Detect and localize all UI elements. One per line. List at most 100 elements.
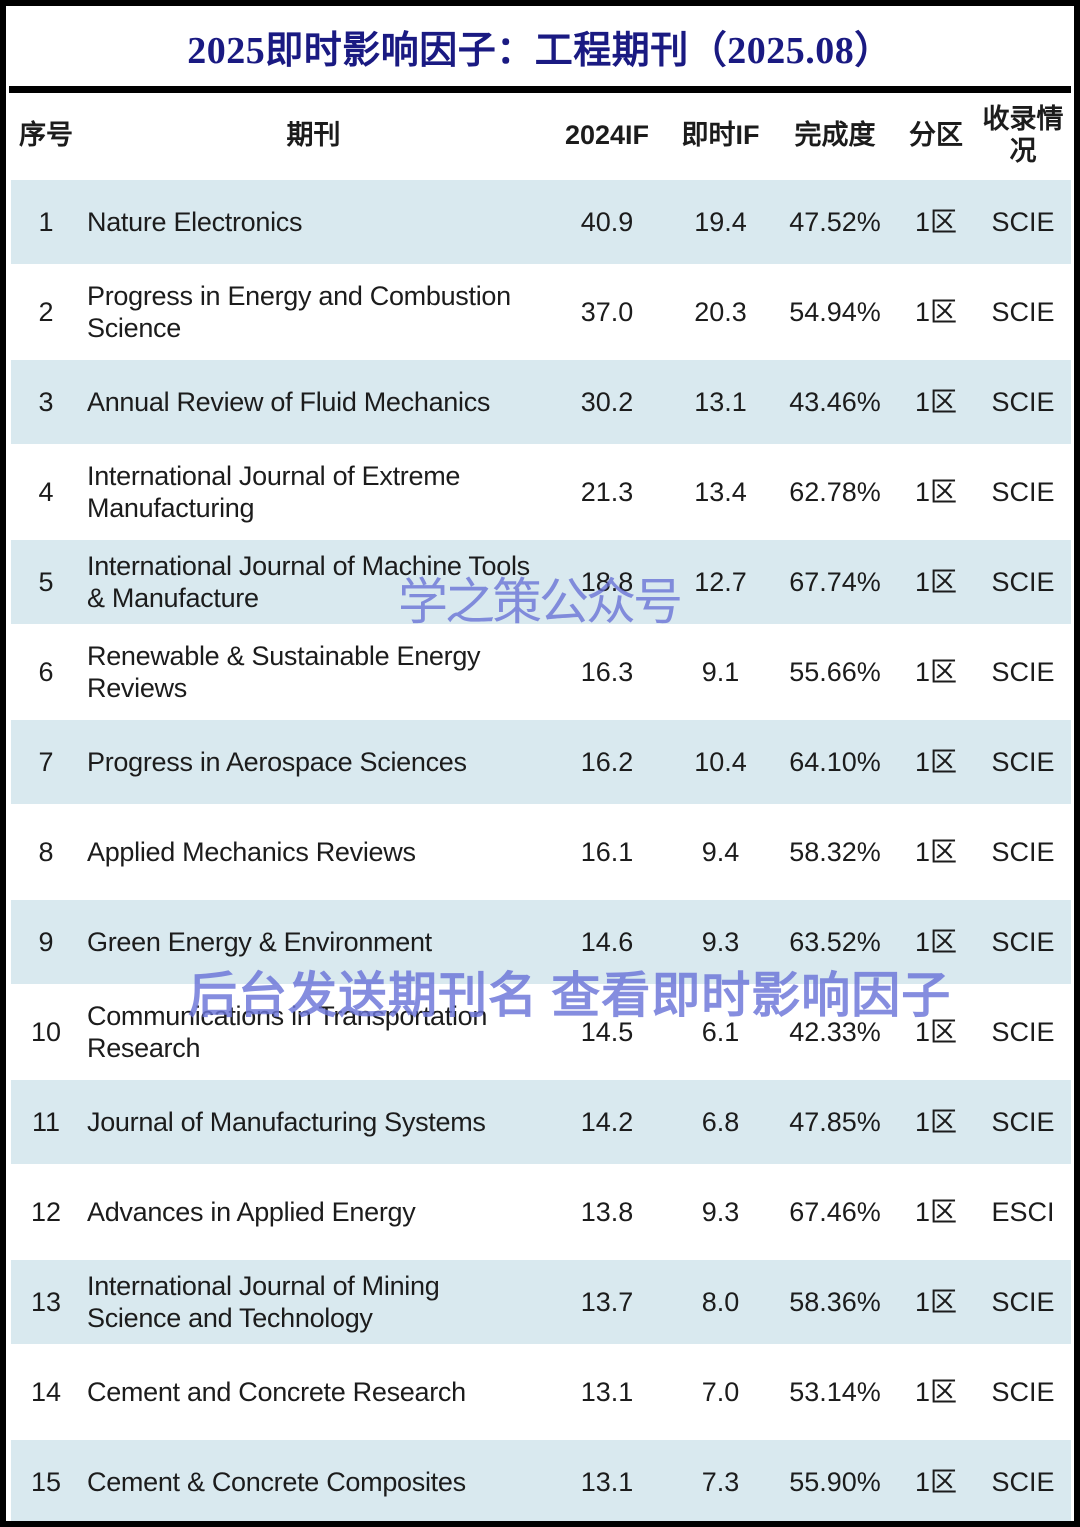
cell-zone: 1区 <box>914 926 958 957</box>
cell-completion: 55.66% <box>789 656 881 687</box>
table-row: 10 Communications in Transportation Rese… <box>11 987 1071 1077</box>
cell-seq: 14 <box>30 1376 62 1407</box>
table-row: 14 Cement and Concrete Research 13.1 7.0… <box>11 1347 1071 1437</box>
cell-journal: Progress in Energy and Combustion Scienc… <box>87 280 511 343</box>
cell-seq: 12 <box>30 1196 62 1227</box>
cell-completion: 63.52% <box>789 926 881 957</box>
table-row: 3 Annual Review of Fluid Mechanics 30.2 … <box>11 357 1071 447</box>
cell-2024if: 13.1 <box>580 1376 634 1407</box>
cell-completion: 67.74% <box>789 566 881 597</box>
table-row: 1 Nature Electronics 40.9 19.4 47.52% 1区… <box>11 177 1071 267</box>
cell-realtime-if: 6.8 <box>701 1106 740 1137</box>
cell-2024if: 30.2 <box>580 386 634 417</box>
cell-2024if: 16.2 <box>580 746 634 777</box>
cell-completion: 43.46% <box>789 386 881 417</box>
cell-completion: 64.10% <box>789 746 881 777</box>
cell-completion: 47.85% <box>789 1106 881 1137</box>
table-row: 5 International Journal of Machine Tools… <box>11 537 1071 627</box>
cell-zone: 1区 <box>914 476 958 507</box>
cell-realtime-if: 6.1 <box>701 1016 740 1047</box>
cell-journal: Advances in Applied Energy <box>87 1196 416 1227</box>
cell-2024if: 37.0 <box>580 296 634 327</box>
cell-realtime-if: 10.4 <box>694 746 747 777</box>
table-row: 4 International Journal of Extreme Manuf… <box>11 447 1071 537</box>
cell-realtime-if: 9.3 <box>701 1196 740 1227</box>
cell-2024if: 16.3 <box>580 656 634 687</box>
cell-journal: Communications in Transportation Researc… <box>87 1000 488 1063</box>
table-row: 13 International Journal of Mining Scien… <box>11 1257 1071 1347</box>
cell-indexing: SCIE <box>991 1376 1055 1407</box>
header-completion: 完成度 <box>794 119 876 150</box>
cell-indexing: SCIE <box>991 836 1055 867</box>
cell-zone: 1区 <box>914 1196 958 1227</box>
page-title: 2025即时影响因子：工程期刊（2025.08） <box>187 29 893 72</box>
table-row: 9 Green Energy & Environment 14.6 9.3 63… <box>11 897 1071 987</box>
cell-realtime-if: 9.3 <box>701 926 740 957</box>
cell-indexing: SCIE <box>991 296 1055 327</box>
cell-completion: 54.94% <box>789 296 881 327</box>
cell-indexing: SCIE <box>991 656 1055 687</box>
table-row: 15 Cement & Concrete Composites 13.1 7.3… <box>11 1437 1071 1521</box>
cell-realtime-if: 9.4 <box>701 836 740 867</box>
cell-seq: 6 <box>38 656 54 687</box>
cell-journal: Renewable & Sustainable Energy Reviews <box>87 640 481 703</box>
cell-journal: Progress in Aerospace Sciences <box>87 746 467 777</box>
cell-2024if: 13.1 <box>580 1466 634 1497</box>
table-body: 1 Nature Electronics 40.9 19.4 47.52% 1区… <box>11 177 1071 1521</box>
cell-realtime-if: 19.4 <box>694 206 747 237</box>
cell-journal: Cement & Concrete Composites <box>87 1466 466 1497</box>
header-seq: 序号 <box>19 119 73 150</box>
cell-seq: 4 <box>38 476 54 507</box>
cell-indexing: SCIE <box>991 1106 1055 1137</box>
cell-indexing: SCIE <box>991 746 1055 777</box>
cell-journal: Journal of Manufacturing Systems <box>87 1106 486 1137</box>
cell-completion: 55.90% <box>789 1466 881 1497</box>
cell-zone: 1区 <box>914 656 958 687</box>
cell-indexing: SCIE <box>991 1286 1055 1317</box>
cell-zone: 1区 <box>914 296 958 327</box>
cell-realtime-if: 7.3 <box>701 1466 740 1497</box>
cell-indexing: SCIE <box>991 476 1055 507</box>
header-indexing: 收录情况 <box>982 103 1064 166</box>
cell-seq: 15 <box>30 1466 62 1497</box>
cell-seq: 13 <box>30 1286 62 1317</box>
cell-zone: 1区 <box>914 1376 958 1407</box>
header-realtime-if: 即时IF <box>681 119 760 150</box>
cell-2024if: 40.9 <box>580 206 634 237</box>
cell-2024if: 13.8 <box>580 1196 634 1227</box>
cell-indexing: ESCI <box>991 1196 1055 1227</box>
cell-completion: 62.78% <box>789 476 881 507</box>
cell-realtime-if: 13.1 <box>694 386 747 417</box>
cell-zone: 1区 <box>914 1016 958 1047</box>
journal-if-table: 序号 期刊 2024IF 即时IF 完成度 分区 收录情况 1 Nature E… <box>6 93 1074 1521</box>
cell-zone: 1区 <box>914 206 958 237</box>
cell-2024if: 16.1 <box>580 836 634 867</box>
cell-journal: International Journal of Machine Tools &… <box>87 550 530 613</box>
cell-zone: 1区 <box>914 746 958 777</box>
table-row: 12 Advances in Applied Energy 13.8 9.3 6… <box>11 1167 1071 1257</box>
cell-journal: Green Energy & Environment <box>87 926 432 957</box>
cell-2024if: 21.3 <box>580 476 634 507</box>
table-row: 11 Journal of Manufacturing Systems 14.2… <box>11 1077 1071 1167</box>
cell-zone: 1区 <box>914 836 958 867</box>
cell-zone: 1区 <box>914 1466 958 1497</box>
cell-2024if: 14.2 <box>580 1106 634 1137</box>
header-journal: 期刊 <box>286 119 341 150</box>
cell-seq: 2 <box>38 296 54 327</box>
cell-seq: 11 <box>31 1106 61 1137</box>
cell-journal: Annual Review of Fluid Mechanics <box>87 386 491 417</box>
cell-realtime-if: 20.3 <box>694 296 747 327</box>
cell-zone: 1区 <box>914 1286 958 1317</box>
cell-realtime-if: 12.7 <box>694 566 747 597</box>
table-row: 8 Applied Mechanics Reviews 16.1 9.4 58.… <box>11 807 1071 897</box>
table-row: 6 Renewable & Sustainable Energy Reviews… <box>11 627 1071 717</box>
cell-indexing: SCIE <box>991 206 1055 237</box>
cell-2024if: 18.8 <box>580 566 634 597</box>
cell-completion: 42.33% <box>789 1016 881 1047</box>
table-row: 2 Progress in Energy and Combustion Scie… <box>11 267 1071 357</box>
title-bar: 2025即时影响因子：工程期刊（2025.08） <box>6 6 1074 86</box>
cell-completion: 58.36% <box>789 1286 881 1317</box>
cell-completion: 47.52% <box>789 206 881 237</box>
cell-completion: 67.46% <box>789 1196 881 1227</box>
cell-seq: 3 <box>38 386 54 417</box>
